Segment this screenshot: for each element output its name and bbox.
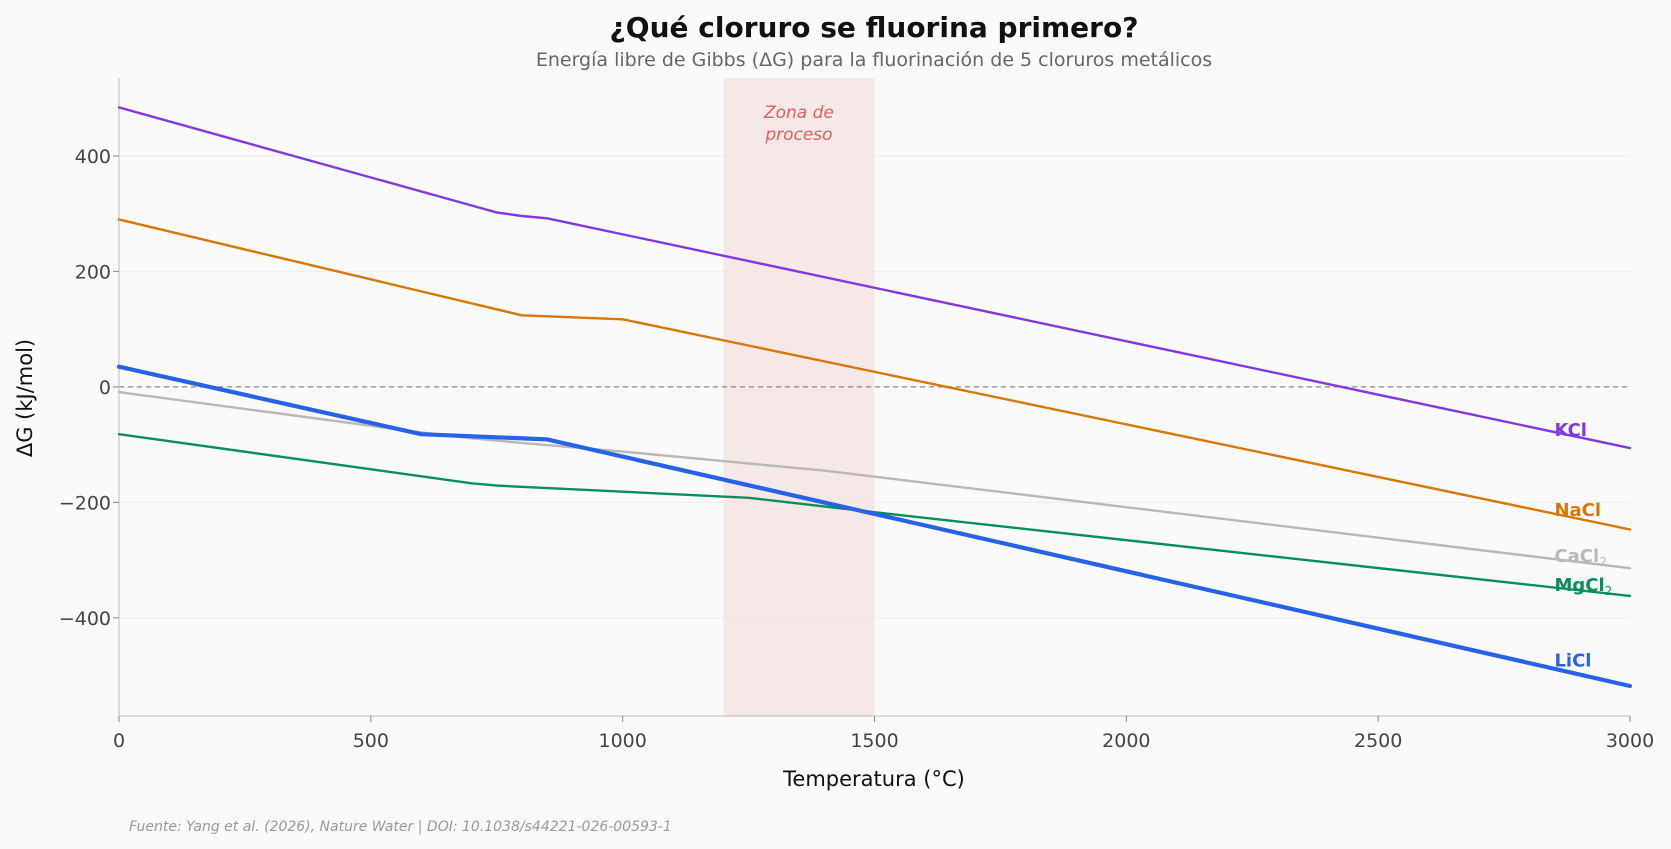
series-label-kcl: KCl xyxy=(1554,420,1587,441)
source-note: Fuente: Yang et al. (2026), Nature Water… xyxy=(129,819,672,835)
process-zone xyxy=(723,78,875,716)
x-tick-label: 1500 xyxy=(850,730,898,752)
y-tick-label: 200 xyxy=(75,261,111,283)
series-label-cacl2: CaCl2 xyxy=(1554,546,1606,569)
chart-subtitle: Energía libre de Gibbs (ΔG) para la fluo… xyxy=(536,49,1212,71)
x-tick-label: 500 xyxy=(353,730,389,752)
y-tick-label: −200 xyxy=(59,492,111,514)
process-zone-label: Zona de xyxy=(763,103,834,123)
y-tick-label: −400 xyxy=(59,608,111,630)
chart-title: ¿Qué cloruro se fluorina primero? xyxy=(610,11,1139,44)
series-line-nacl xyxy=(117,218,1632,531)
x-tick-label: 1000 xyxy=(598,730,646,752)
x-axis-label: Temperatura (°C) xyxy=(782,767,965,791)
y-tick-label: 0 xyxy=(99,377,111,399)
series-line-licl xyxy=(116,364,1633,689)
process-zone-label: proceso xyxy=(764,125,832,145)
series-line-mgcl2 xyxy=(117,433,1632,598)
y-tick-label: 400 xyxy=(75,146,111,168)
y-axis-label: ΔG (kJ/mol) xyxy=(13,339,37,457)
series-line-kcl xyxy=(117,106,1632,450)
series-label-licl: LiCl xyxy=(1554,651,1591,672)
series-label-mgcl2: MgCl2 xyxy=(1554,575,1612,598)
x-tick-label: 2500 xyxy=(1354,730,1402,752)
x-tick-label: 3000 xyxy=(1606,730,1654,752)
x-tick-label: 2000 xyxy=(1102,730,1150,752)
series-label-nacl: NaCl xyxy=(1554,500,1601,521)
x-tick-label: 0 xyxy=(113,730,125,752)
